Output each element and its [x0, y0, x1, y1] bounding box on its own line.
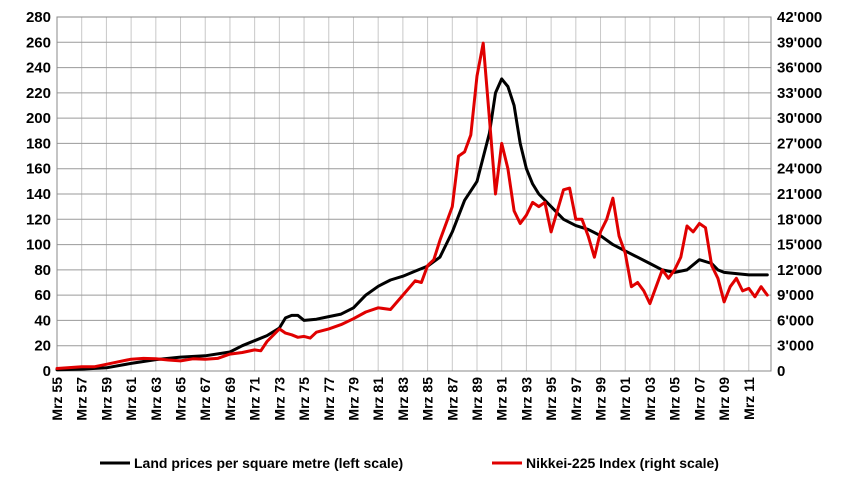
right-tick-label: 30'000	[777, 110, 822, 127]
x-tick-label: Mrz 75	[296, 377, 312, 421]
right-tick-label: 6'000	[777, 312, 814, 329]
right-tick-label: 3'000	[777, 338, 814, 355]
x-tick-label: Mrz 07	[691, 377, 707, 421]
x-tick-label: Mrz 61	[123, 377, 139, 421]
right-tick-label: 12'000	[777, 262, 822, 279]
x-tick-label: Mrz 95	[543, 377, 559, 421]
left-tick-label: 20	[34, 338, 51, 355]
right-tick-label: 33'000	[777, 85, 822, 102]
land-prices-line	[55, 77, 769, 372]
right-tick-label: 24'000	[777, 161, 822, 178]
x-tick-label: Mrz 63	[148, 377, 164, 421]
plot-area-border	[56, 16, 772, 372]
x-tick-label: Mrz 85	[420, 377, 436, 421]
x-tick-label: Mrz 81	[370, 377, 386, 421]
x-tick-label: Mrz 65	[173, 377, 189, 421]
left-axis-tick-labels: 0 20 40 60 80 100 120 140 160 180 200 220 240 260 280	[26, 9, 51, 380]
x-tick-label: Mrz 77	[321, 377, 337, 421]
left-tick-label: 160	[26, 161, 51, 178]
x-tick-label: Mrz 87	[444, 377, 460, 421]
left-tick-label: 180	[26, 135, 51, 152]
x-tick-label: Mrz 67	[197, 377, 213, 421]
right-tick-label: 9'000	[777, 287, 814, 304]
left-tick-label: 140	[26, 186, 51, 203]
x-tick-label: Mrz 57	[74, 377, 90, 421]
x-tick-label: Mrz 71	[247, 377, 263, 421]
right-tick-label: 0	[777, 363, 785, 380]
left-tick-label: 220	[26, 85, 51, 102]
x-tick-label: Mrz 91	[494, 377, 510, 421]
x-tick-label: Mrz 79	[345, 377, 361, 421]
right-tick-label: 18'000	[777, 211, 822, 228]
right-axis-tick-labels: 0 3'000 6'000 9'000 12'000 15'000 18'000 21'000…	[777, 9, 822, 380]
left-tick-label: 240	[26, 60, 51, 77]
x-tick-label: Mrz 89	[469, 377, 485, 421]
nikkei-line	[55, 41, 769, 370]
x-tick-label: Mrz 03	[642, 377, 658, 421]
x-tick-label: Mrz 93	[518, 377, 534, 421]
x-tick-label: Mrz 83	[395, 377, 411, 421]
x-tick-label: Mrz 99	[593, 377, 609, 421]
left-tick-label: 0	[43, 363, 51, 380]
left-tick-label: 200	[26, 110, 51, 127]
x-axis-tick-labels: Mrz 55 Mrz 57 Mrz 59 Mrz 61 Mrz 63 Mrz 65 Mrz …	[49, 377, 757, 421]
right-tick-label: 42'000	[777, 9, 822, 26]
x-tick-label: Mrz 97	[568, 377, 584, 421]
left-tick-label: 260	[26, 34, 51, 51]
series-layer	[55, 41, 769, 372]
right-tick-label: 15'000	[777, 237, 822, 254]
x-tick-label: Mrz 05	[667, 377, 683, 421]
x-tick-label: Mrz 01	[617, 377, 633, 421]
left-tick-label: 280	[26, 9, 51, 26]
left-tick-label: 120	[26, 211, 51, 228]
right-tick-label: 21'000	[777, 186, 822, 203]
right-tick-label: 27'000	[777, 135, 822, 152]
legend: Land prices per square metre (left scale…	[100, 455, 719, 471]
left-tick-label: 40	[34, 312, 51, 329]
x-tick-label: Mrz 55	[49, 377, 65, 421]
x-tick-label: Mrz 73	[271, 377, 287, 421]
legend-label-land-prices: Land prices per square metre (left scale…	[134, 455, 403, 471]
left-tick-label: 100	[26, 237, 51, 254]
right-tick-label: 39'000	[777, 34, 822, 51]
x-tick-label: Mrz 69	[222, 377, 238, 421]
left-tick-label: 60	[34, 287, 51, 304]
left-tick-label: 80	[34, 262, 51, 279]
legend-label-nikkei: Nikkei-225 Index (right scale)	[526, 455, 719, 471]
x-tick-label: Mrz 09	[716, 377, 732, 421]
right-tick-label: 36'000	[777, 60, 822, 77]
x-tick-label: Mrz 59	[98, 377, 114, 421]
x-tick-label: Mrz 11	[741, 377, 757, 420]
